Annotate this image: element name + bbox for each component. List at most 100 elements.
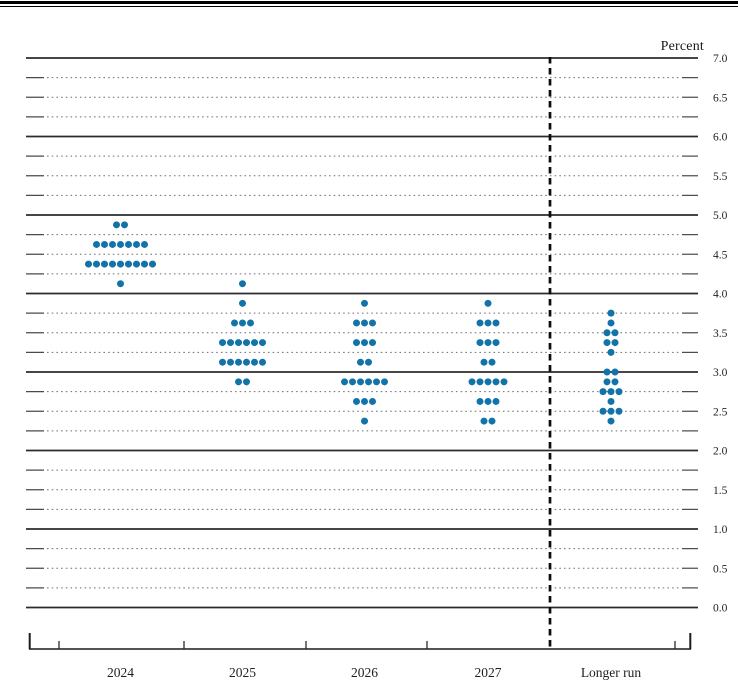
y-axis-unit-label: Percent (660, 39, 704, 54)
projection-dot (373, 378, 380, 386)
y-tick-label: 2.0 (713, 446, 728, 458)
projection-dot (369, 397, 376, 405)
projection-dot (603, 339, 611, 347)
projection-dot (353, 339, 360, 347)
projection-dot (149, 260, 156, 268)
y-tick-label: 2.5 (713, 406, 728, 418)
projection-dot (492, 339, 500, 347)
projection-dot (243, 358, 250, 366)
projection-dot (603, 329, 611, 337)
projection-dot (468, 378, 476, 386)
projection-dot (239, 299, 246, 307)
projection-dot (361, 339, 368, 347)
projection-dot (361, 319, 368, 327)
projection-dot (133, 240, 140, 248)
projection-dot (484, 299, 492, 307)
projection-dot (615, 407, 623, 415)
projection-dot (611, 339, 619, 347)
x-axis-label-2025: 2025 (229, 665, 256, 680)
projection-dot (492, 319, 500, 327)
projection-dot (125, 240, 132, 248)
projection-dot (381, 378, 388, 386)
projection-dot (235, 358, 242, 366)
projection-dot (611, 329, 619, 337)
projection-dot (615, 388, 623, 396)
projection-dot (239, 280, 246, 288)
projection-dot (93, 240, 100, 248)
projection-dot (357, 378, 364, 386)
projection-dot (492, 378, 500, 386)
y-tick-label: 4.5 (713, 249, 728, 261)
projection-dot (101, 240, 108, 248)
projection-dot (109, 240, 116, 248)
projection-dot (125, 260, 132, 268)
projection-dot (488, 358, 496, 366)
projection-dot (599, 407, 607, 415)
projection-dot (85, 260, 92, 268)
projection-dot (500, 378, 508, 386)
projection-dot (357, 358, 364, 366)
y-tick-label: 7.0 (713, 53, 728, 65)
y-tick-label: 1.5 (713, 485, 728, 497)
projection-dot (488, 417, 496, 425)
projection-dot (484, 378, 492, 386)
projection-dot (109, 260, 116, 268)
y-tick-label: 6.5 (713, 92, 728, 104)
projection-dot (480, 358, 488, 366)
x-axis-label-longer-run: Longer run (581, 665, 642, 680)
projection-dot (117, 260, 124, 268)
y-tick-label: 0.5 (713, 563, 728, 575)
projection-dot (476, 319, 484, 327)
y-tick-label: 6.0 (713, 132, 728, 144)
y-tick-label: 3.5 (713, 328, 728, 340)
projection-dot (476, 339, 484, 347)
projection-dot (121, 221, 128, 229)
y-tick-label: 5.0 (713, 210, 728, 222)
projection-dot (243, 378, 250, 386)
projection-dot (365, 378, 372, 386)
projection-dot (133, 260, 140, 268)
projection-dot (239, 319, 246, 327)
projection-dot (476, 397, 484, 405)
projection-dot (607, 407, 615, 415)
projection-dot (611, 368, 619, 376)
projection-dot (484, 397, 492, 405)
projection-dot (349, 378, 356, 386)
projection-dot (353, 397, 360, 405)
y-tick-label: 4.0 (713, 289, 728, 301)
projection-dot (353, 319, 360, 327)
y-tick-label: 1.0 (713, 524, 728, 536)
projection-dot (259, 339, 266, 347)
projection-dot (361, 299, 368, 307)
projection-dot (141, 240, 148, 248)
projection-dot (480, 417, 488, 425)
projection-dot (117, 280, 124, 288)
projection-dot (259, 358, 266, 366)
projection-dot (243, 339, 250, 347)
projection-dot (492, 397, 500, 405)
projection-dot (607, 417, 615, 425)
projection-dot (361, 397, 368, 405)
projection-dot (247, 319, 254, 327)
projection-dot (235, 378, 242, 386)
projection-dot (476, 378, 484, 386)
projection-dot (603, 378, 611, 386)
projection-dot (341, 378, 348, 386)
projection-dot (603, 368, 611, 376)
x-axis-label-2024: 2024 (107, 665, 134, 680)
projection-dot (101, 260, 108, 268)
projection-dot (251, 358, 258, 366)
y-tick-label: 5.5 (713, 171, 728, 183)
top-border-thin-rule (0, 6, 738, 7)
projection-dot (607, 348, 615, 356)
projection-dot (227, 358, 234, 366)
projection-dot (227, 339, 234, 347)
projection-dot (235, 339, 242, 347)
projection-dot (607, 319, 615, 327)
projection-dot (607, 388, 615, 396)
projection-dot (219, 339, 226, 347)
projection-dot (484, 339, 492, 347)
projection-dot (117, 240, 124, 248)
